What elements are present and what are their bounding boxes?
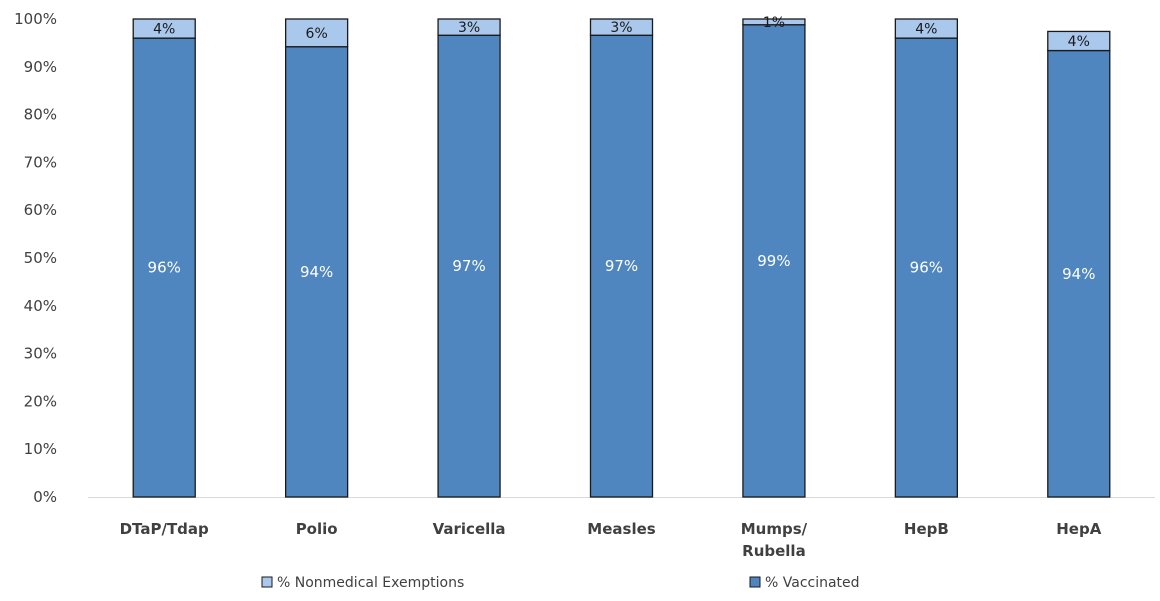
y-tick-label: 0% xyxy=(33,488,57,506)
data-label-exemption: 4% xyxy=(915,22,937,38)
x-tick-label: Rubella xyxy=(742,542,806,560)
y-tick-label: 40% xyxy=(24,297,57,315)
bar-vaccinated xyxy=(132,37,196,498)
x-tick-label: Varicella xyxy=(433,520,506,538)
bar-vaccinated xyxy=(742,24,806,498)
x-tick-label: HepB xyxy=(904,520,949,538)
bar-vaccinated xyxy=(1047,49,1111,498)
y-tick-label: 30% xyxy=(24,345,57,363)
data-label-vaccinated: 94% xyxy=(1062,265,1095,283)
bar-exemption xyxy=(284,18,349,48)
bars: 96% 4% 94% 6% 97% 3% 97% 3% 99% 1% 96% 4% 94% 4% xyxy=(132,15,1111,498)
data-label-exemption: 3% xyxy=(458,20,480,36)
y-tick-label: 70% xyxy=(24,153,57,171)
y-tick-label: 20% xyxy=(24,392,57,410)
data-label-exemption: 1% xyxy=(763,15,785,31)
y-tick-label: 10% xyxy=(24,440,57,458)
data-label-vaccinated: 96% xyxy=(148,259,181,277)
data-label-exemption: 4% xyxy=(1068,34,1090,50)
data-label-vaccinated: 97% xyxy=(452,257,485,275)
y-tick-label: 100% xyxy=(14,10,57,28)
x-axis: DTaP/Tdap Polio Varicella Measles Mumps/Rube… xyxy=(88,497,1155,560)
bar-exemption xyxy=(742,18,806,26)
bar-vaccinated xyxy=(437,34,501,498)
data-label-exemption: 6% xyxy=(306,26,328,42)
bar-exemption xyxy=(1047,30,1111,52)
y-axis: 0% 10% 20% 30% 40% 50% 60% 70% 80% 90% 100% xyxy=(14,10,57,506)
data-label-exemption: 3% xyxy=(610,20,632,36)
data-label-vaccinated: 96% xyxy=(910,259,943,277)
bar-vaccinated xyxy=(284,46,349,498)
x-tick-label: DTaP/Tdap xyxy=(120,520,209,538)
legend-swatch xyxy=(261,576,273,588)
legend: % Nonmedical Exemptions % Vaccinated xyxy=(261,575,860,591)
data-label-vaccinated: 97% xyxy=(605,257,638,275)
x-tick-label: Mumps/ xyxy=(741,520,808,538)
y-tick-label: 60% xyxy=(24,201,57,219)
y-tick-label: 80% xyxy=(24,106,57,124)
bar-exemption xyxy=(589,18,654,36)
x-tick-label: Polio xyxy=(296,520,338,538)
legend-swatch xyxy=(749,576,761,588)
x-tick-label: HepA xyxy=(1056,520,1101,538)
bar-exemption xyxy=(437,18,501,36)
bar-exemption xyxy=(132,18,196,39)
legend-label: % Nonmedical Exemptions xyxy=(277,575,464,591)
legend-label: % Vaccinated xyxy=(765,575,860,591)
data-label-vaccinated: 99% xyxy=(757,252,790,270)
bar-exemption xyxy=(894,18,959,39)
y-tick-label: 90% xyxy=(24,58,57,76)
bar-vaccinated xyxy=(894,37,959,498)
data-label-vaccinated: 94% xyxy=(300,263,333,281)
x-tick-label: Measles xyxy=(587,520,655,538)
data-label-exemption: 4% xyxy=(153,22,175,38)
y-tick-label: 50% xyxy=(24,249,57,267)
bar-vaccinated xyxy=(589,34,654,498)
